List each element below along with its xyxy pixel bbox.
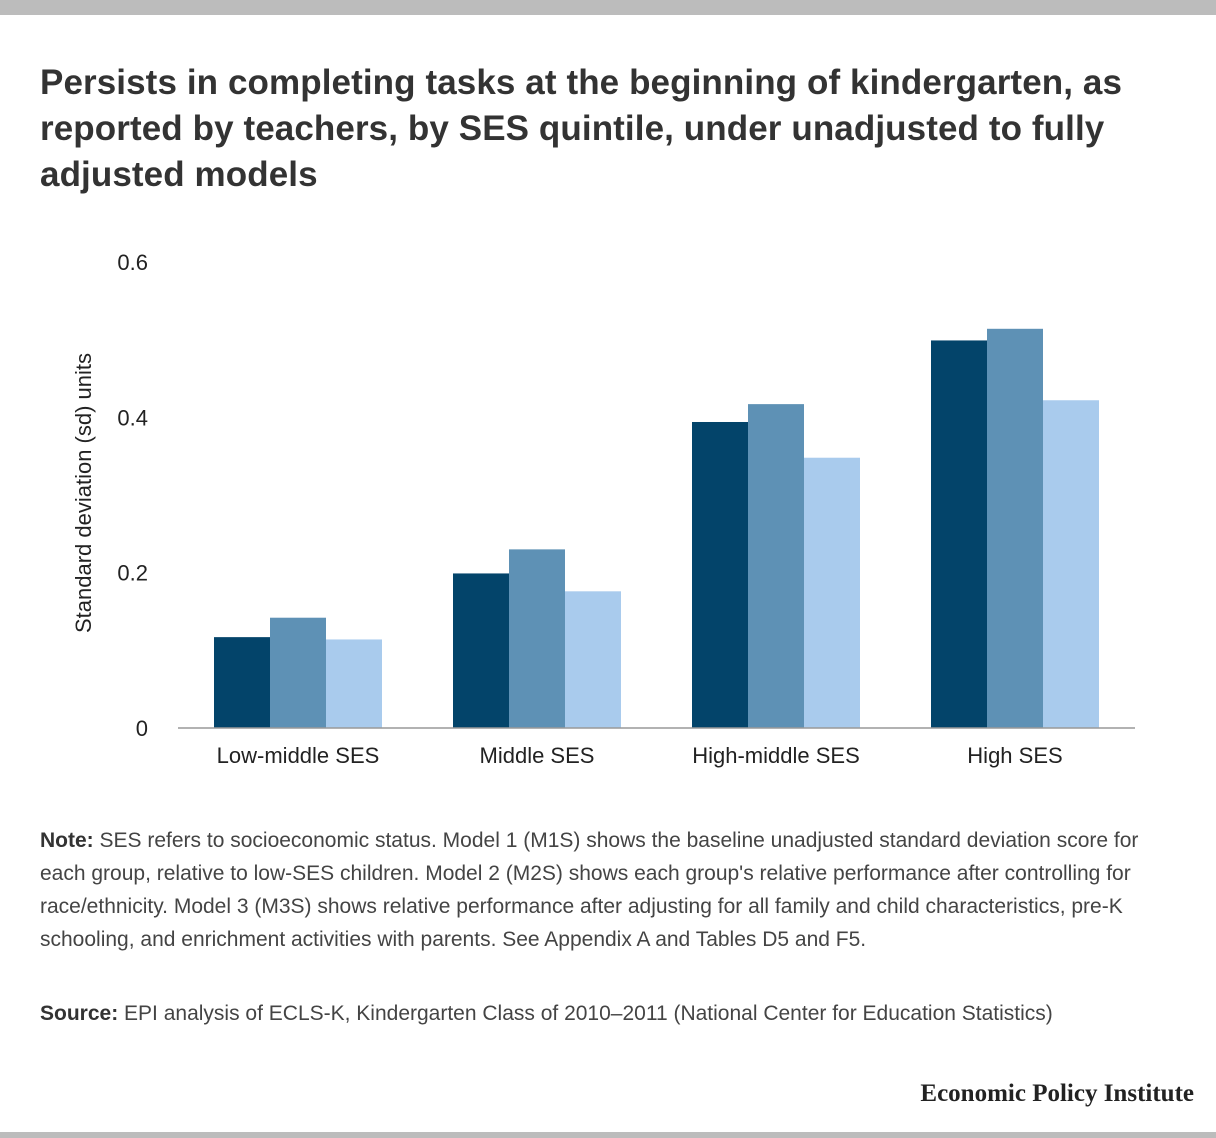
source-label: Source:: [40, 1002, 119, 1025]
x-category-label: High SES: [967, 743, 1062, 768]
source-text: EPI analysis of ECLS-K, Kindergarten Cla…: [124, 1002, 1053, 1025]
y-axis-ticks: 0 0.2 0.4 0.6: [117, 250, 148, 741]
y-tick-label: 0.6: [117, 250, 148, 275]
bar-series-3: [804, 457, 860, 728]
y-tick-label: 0: [136, 716, 148, 741]
note-text: SES refers to socioeconomic status. Mode…: [40, 829, 1139, 951]
note: Note: SES refers to socioeconomic status…: [40, 824, 1170, 956]
bar-series-2: [748, 404, 804, 728]
bar-series-3: [326, 639, 382, 728]
bar-series-1: [214, 637, 270, 728]
bar-series-3: [565, 591, 621, 728]
x-category-label: Middle SES: [480, 743, 595, 768]
x-axis-category-labels: Low-middle SES Middle SES High-middle SES H…: [217, 743, 1063, 768]
bottom-frame-bar: [0, 1132, 1216, 1138]
bar-series-1: [931, 340, 987, 728]
y-tick-label: 0.2: [117, 561, 148, 586]
top-frame-bar: [0, 0, 1216, 15]
y-axis-title: Standard deviation (sd) units: [71, 353, 96, 633]
bar-series-3: [1043, 400, 1099, 728]
bar-series-2: [987, 328, 1043, 728]
x-category-label: High-middle SES: [692, 743, 860, 768]
bar-series-1: [692, 421, 748, 728]
x-category-label: Low-middle SES: [217, 743, 380, 768]
bars: [214, 328, 1099, 728]
note-label: Note:: [40, 829, 94, 852]
y-tick-label: 0.4: [117, 405, 148, 430]
bar-series-2: [509, 549, 565, 728]
bar-series-1: [453, 573, 509, 728]
brand-logo-text: Economic Policy Institute: [920, 1080, 1194, 1107]
chart-title: Persists in completing tasks at the begi…: [40, 63, 1123, 194]
bar-series-2: [270, 617, 326, 728]
source: Source: EPI analysis of ECLS-K, Kinderga…: [40, 998, 1170, 1030]
